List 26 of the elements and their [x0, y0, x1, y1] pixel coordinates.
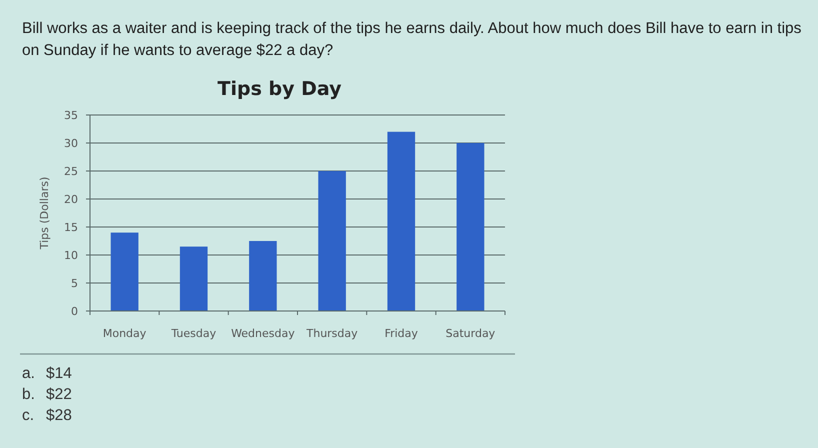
bar	[249, 241, 277, 311]
bar	[456, 143, 484, 311]
x-tick-label: Thursday	[306, 327, 358, 340]
text: b. $22	[22, 386, 72, 403]
bar	[318, 171, 346, 311]
y-tick-label: 25	[64, 164, 78, 178]
y-tick-label: 0	[71, 304, 78, 318]
text: c. $28	[22, 407, 72, 424]
x-tick-label: Wednesday	[231, 327, 296, 340]
y-tick-label: 15	[64, 220, 78, 234]
chart-title: Tips by Day	[218, 78, 342, 100]
x-tick-label: Monday	[102, 327, 147, 340]
x-tick-label: Saturday	[446, 327, 496, 340]
x-tick-label: Tuesday	[170, 327, 217, 340]
text: a. $14	[22, 365, 72, 382]
y-tick-label: 5	[71, 276, 78, 290]
y-tick-label: 30	[64, 136, 78, 150]
y-tick-label: 10	[64, 248, 78, 262]
bar	[387, 132, 416, 311]
x-tick-label: Friday	[384, 327, 418, 340]
bar	[110, 232, 138, 311]
text: Bill works as a waiter and is keeping track of the tips he earns daily. About how much does Bill have to earn in tips on Sunday if he wants to average $22 a day?	[22, 19, 802, 61]
y-tick-label: 35	[64, 108, 78, 122]
y-tick-label: 20	[64, 192, 78, 206]
bar	[180, 246, 208, 311]
y-axis-title: Tips (Dollars)	[38, 176, 51, 250]
